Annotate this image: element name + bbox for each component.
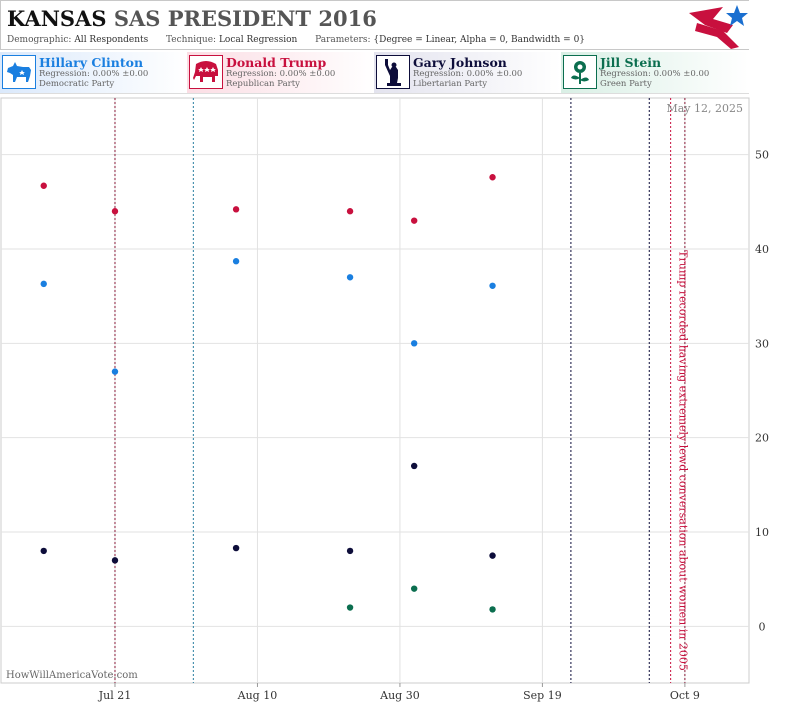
watermark: HowWillAmericaVote.com <box>6 670 138 681</box>
parameters-value: {Degree = Linear, Alpha = 0, Bandwidth =… <box>373 35 586 45</box>
demographic-value: All Respondents <box>74 35 149 45</box>
title-state: KANSAS <box>7 6 107 31</box>
data-point <box>232 544 240 552</box>
rose-icon <box>571 61 589 84</box>
y-tick-label: 20 <box>755 432 769 445</box>
legend-item-clinton[interactable]: Hillary Clinton Regression: 0.00% ±0.00 … <box>0 52 187 94</box>
data-point <box>111 368 119 375</box>
event-lines <box>114 98 686 683</box>
data-point <box>410 462 418 470</box>
candidate-name: Jill Stein <box>600 55 662 70</box>
data-point <box>40 547 47 555</box>
x-axis-ticks: Jul 21 Aug 10 Aug 30 Sep 19 Oct 9 <box>98 683 700 702</box>
candidate-regression: Regression: 0.00% ±0.00 <box>226 69 336 79</box>
x-tick-label: Sep 19 <box>523 689 562 702</box>
data-point <box>232 206 240 213</box>
data-point <box>111 208 119 215</box>
candidate-party: Democratic Party <box>39 79 115 89</box>
statue-of-liberty-icon <box>385 59 401 86</box>
data-point <box>346 547 354 555</box>
y-axis-ticks: 0 10 20 30 40 50 <box>755 149 769 634</box>
data-points <box>40 174 496 613</box>
data-point <box>410 340 418 347</box>
elephant-icon <box>193 61 218 82</box>
data-point <box>410 585 418 592</box>
data-point <box>111 557 119 564</box>
candidate-regression: Regression: 0.00% ±0.00 <box>39 69 149 79</box>
data-point <box>489 606 496 613</box>
candidate-name: Hillary Clinton <box>39 55 144 70</box>
data-point <box>489 552 496 559</box>
legend-item-trump[interactable]: Donald Trump Regression: 0.00% ±0.00 Rep… <box>187 52 374 94</box>
x-tick-label: Oct 9 <box>670 689 700 702</box>
data-point <box>489 282 496 289</box>
donkey-icon <box>7 62 31 82</box>
y-tick-label: 30 <box>755 337 769 350</box>
y-tick-label: 0 <box>759 620 766 633</box>
candidate-party: Libertarian Party <box>413 79 488 89</box>
site-logo-icon <box>689 5 748 49</box>
data-point <box>489 174 496 181</box>
x-tick-label: Aug 30 <box>379 689 420 702</box>
plot-area <box>0 97 750 684</box>
candidate-regression: Regression: 0.00% ±0.00 <box>600 69 710 79</box>
technique-label: Technique: <box>166 35 217 45</box>
data-point <box>410 217 418 224</box>
parameters-label: Parameters: <box>315 35 371 45</box>
y-tick-label: 40 <box>755 243 769 256</box>
legend-item-johnson[interactable]: Gary Johnson Regression: 0.00% ±0.00 Lib… <box>374 52 561 94</box>
x-tick-label: Jul 21 <box>98 689 132 702</box>
candidate-name: Donald Trump <box>226 55 327 70</box>
gridlines <box>1 98 749 683</box>
candidate-name: Gary Johnson <box>413 55 507 70</box>
data-point <box>346 208 354 215</box>
legend-item-stein[interactable]: Jill Stein Regression: 0.00% ±0.00 Green… <box>561 52 749 94</box>
page-title: KANSAS SAS PRESIDENT 2016 <box>7 7 377 31</box>
poll-scatter-chart: 0 10 20 30 40 50 Jul 21 Aug 10 Aug 30 Sep 19 Oct … <box>0 97 769 702</box>
parameters-line: Demographic: All Respondents Technique: … <box>7 35 585 45</box>
candidate-legend: Hillary Clinton Regression: 0.00% ±0.00 … <box>0 52 749 94</box>
candidate-party: Green Party <box>600 79 652 89</box>
x-tick-label: Aug 10 <box>237 689 278 702</box>
chart-header: KANSAS SAS PRESIDENT 2016 Demographic: A… <box>0 0 749 50</box>
event-annotation: Trump recorded having extremely lewd con… <box>677 250 690 671</box>
demographic-label: Demographic: <box>7 35 72 45</box>
data-point <box>40 182 47 189</box>
data-point <box>232 258 240 265</box>
candidate-party: Republican Party <box>226 79 300 89</box>
technique-value: Local Regression <box>218 35 298 45</box>
data-point <box>40 280 47 288</box>
data-point <box>346 274 354 281</box>
y-tick-label: 10 <box>755 526 769 539</box>
candidate-regression: Regression: 0.00% ±0.00 <box>413 69 523 79</box>
title-race: SAS PRESIDENT 2016 <box>113 6 377 31</box>
date-stamp: May 12, 2025 <box>666 102 743 115</box>
y-tick-label: 50 <box>755 149 769 162</box>
data-point <box>346 604 354 611</box>
